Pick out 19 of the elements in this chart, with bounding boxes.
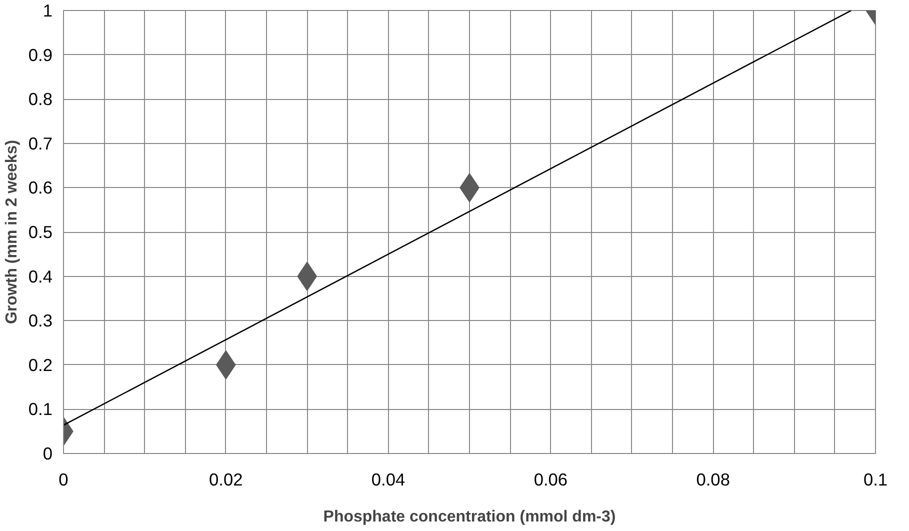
x-tick-label: 0	[58, 470, 68, 490]
x-axis-title: Phosphate concentration (mmol dm-3)	[323, 508, 616, 526]
y-tick-label: 0.2	[28, 354, 53, 375]
y-tick-label: 0	[42, 444, 53, 464]
y-tick-label: 0.4	[28, 266, 53, 286]
y-tick-label: 0.1	[28, 399, 53, 420]
x-tick-label: 0.1	[863, 470, 888, 490]
y-tick-label: 0.8	[28, 89, 53, 110]
y-tick-label: 0.6	[28, 178, 53, 198]
y-tick-label: 0.5	[28, 222, 53, 242]
y-tick-label: 0.7	[28, 133, 53, 154]
y-axis-title: Growth (mm in 2 weeks)	[3, 140, 20, 324]
y-tick-label: 0.3	[28, 310, 53, 331]
y-tick-label: 0.9	[28, 44, 53, 65]
y-tick-label: 1	[42, 0, 53, 20]
x-tick-label: 0.08	[696, 470, 730, 490]
x-tick-label: 0.02	[209, 470, 243, 490]
x-tick-label: 0.04	[371, 470, 406, 490]
x-tick-label: 0.06	[534, 470, 568, 490]
